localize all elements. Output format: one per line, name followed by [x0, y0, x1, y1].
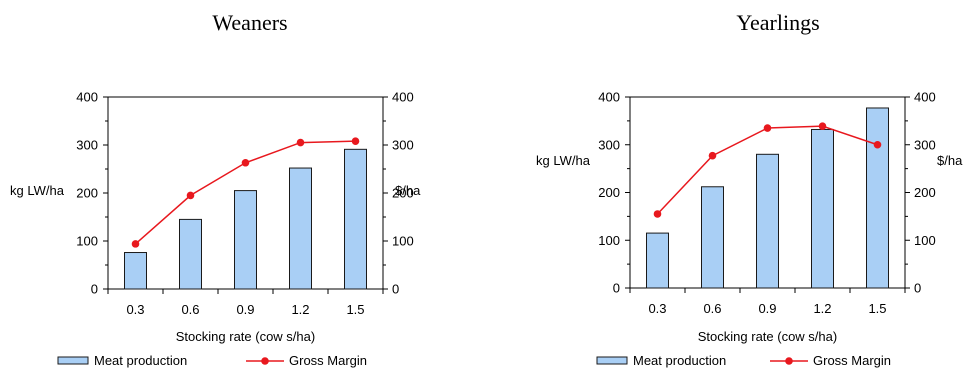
point-gross-margin: [708, 151, 717, 160]
y-left-tick-label: 300: [76, 138, 98, 153]
legend-label-meat-production: Meat production: [633, 353, 726, 368]
legend-swatch-meat-production: [596, 356, 628, 365]
y-right-axis-title: $/ha: [937, 153, 963, 168]
y-right-tick-label: 0: [914, 281, 921, 296]
y-right-tick-label: 300: [914, 137, 936, 152]
y-right-tick-label: 200: [914, 185, 936, 200]
y-right-tick-label: 0: [392, 282, 399, 297]
bar-meat-production: [811, 128, 834, 289]
x-axis-title: Stocking rate (cow s/ha): [698, 329, 837, 344]
x-tick-label: 0.6: [703, 301, 721, 316]
x-tick-label: 1.2: [813, 301, 831, 316]
y-right-tick-label: 300: [392, 138, 414, 153]
bar-meat-production: [344, 148, 367, 290]
x-tick-label: 0.6: [181, 302, 199, 317]
y-left-tick-label: 200: [76, 186, 98, 201]
point-gross-margin: [296, 138, 305, 147]
x-tick-label: 0.9: [758, 301, 776, 316]
point-gross-margin: [763, 124, 772, 132]
legend-label-meat-production: Meat production: [94, 353, 187, 368]
x-tick-label: 1.2: [291, 302, 309, 317]
bar-meat-production: [701, 186, 724, 289]
y-left-tick-label: 0: [91, 282, 98, 297]
x-tick-label: 0.3: [126, 302, 144, 317]
point-gross-margin: [873, 140, 882, 149]
y-right-tick-label: 200: [392, 186, 414, 201]
point-gross-margin: [186, 191, 195, 200]
y-left-tick-label: 0: [613, 281, 620, 296]
y-right-tick-label: 400: [392, 90, 414, 105]
point-gross-margin: [241, 158, 250, 167]
bar-meat-production: [866, 107, 889, 289]
y-right-tick-label: 100: [392, 234, 414, 249]
bar-meat-production: [289, 167, 312, 290]
point-gross-margin: [653, 210, 662, 218]
bar-meat-production: [756, 153, 779, 289]
chart-panel-weaners: Weaners 0 100 200 300 400 0 100 200 300 400 kg LW/h…: [10, 10, 421, 368]
point-gross-margin: [818, 122, 827, 130]
bar-meat-production: [179, 218, 202, 290]
legend-marker-gross-margin: [261, 357, 269, 365]
chart-title: Yearlings: [736, 10, 819, 35]
x-tick-label: 1.5: [346, 302, 364, 317]
legend-swatch-meat-production: [57, 356, 89, 365]
legend-label-gross-margin: Gross Margin: [813, 353, 891, 368]
y-left-tick-label: 200: [598, 185, 620, 200]
y-left-tick-label: 100: [598, 233, 620, 248]
bar-meat-production: [124, 252, 147, 290]
chart-title: Weaners: [212, 10, 287, 35]
legend-marker-gross-margin: [785, 357, 793, 365]
bar-meat-production: [234, 190, 257, 290]
y-left-tick-label: 100: [76, 234, 98, 249]
bar-meat-production: [646, 232, 669, 289]
legend: Meat production Gross Margin: [596, 353, 891, 368]
point-gross-margin: [131, 240, 140, 248]
legend-label-gross-margin: Gross Margin: [289, 353, 367, 368]
y-left-tick-label: 400: [76, 90, 98, 105]
x-tick-label: 0.3: [648, 301, 666, 316]
y-left-axis-title: kg LW/ha: [536, 153, 591, 168]
x-axis-title: Stocking rate (cow s/ha): [176, 329, 315, 344]
point-gross-margin: [351, 137, 360, 145]
y-right-tick-label: 400: [914, 90, 936, 105]
y-right-axis-title: $/ha: [395, 183, 421, 198]
y-left-axis-title: kg LW/ha: [10, 183, 65, 198]
y-left-tick-label: 300: [598, 137, 620, 152]
y-right-tick-label: 100: [914, 233, 936, 248]
chart-panel-yearlings: Yearlings 0 100 200 300 400 0 100 200 300 400 kg LW…: [536, 10, 963, 368]
legend: Meat production Gross Margin: [57, 353, 367, 368]
x-tick-label: 1.5: [868, 301, 886, 316]
x-tick-label: 0.9: [236, 302, 254, 317]
y-left-tick-label: 400: [598, 90, 620, 105]
